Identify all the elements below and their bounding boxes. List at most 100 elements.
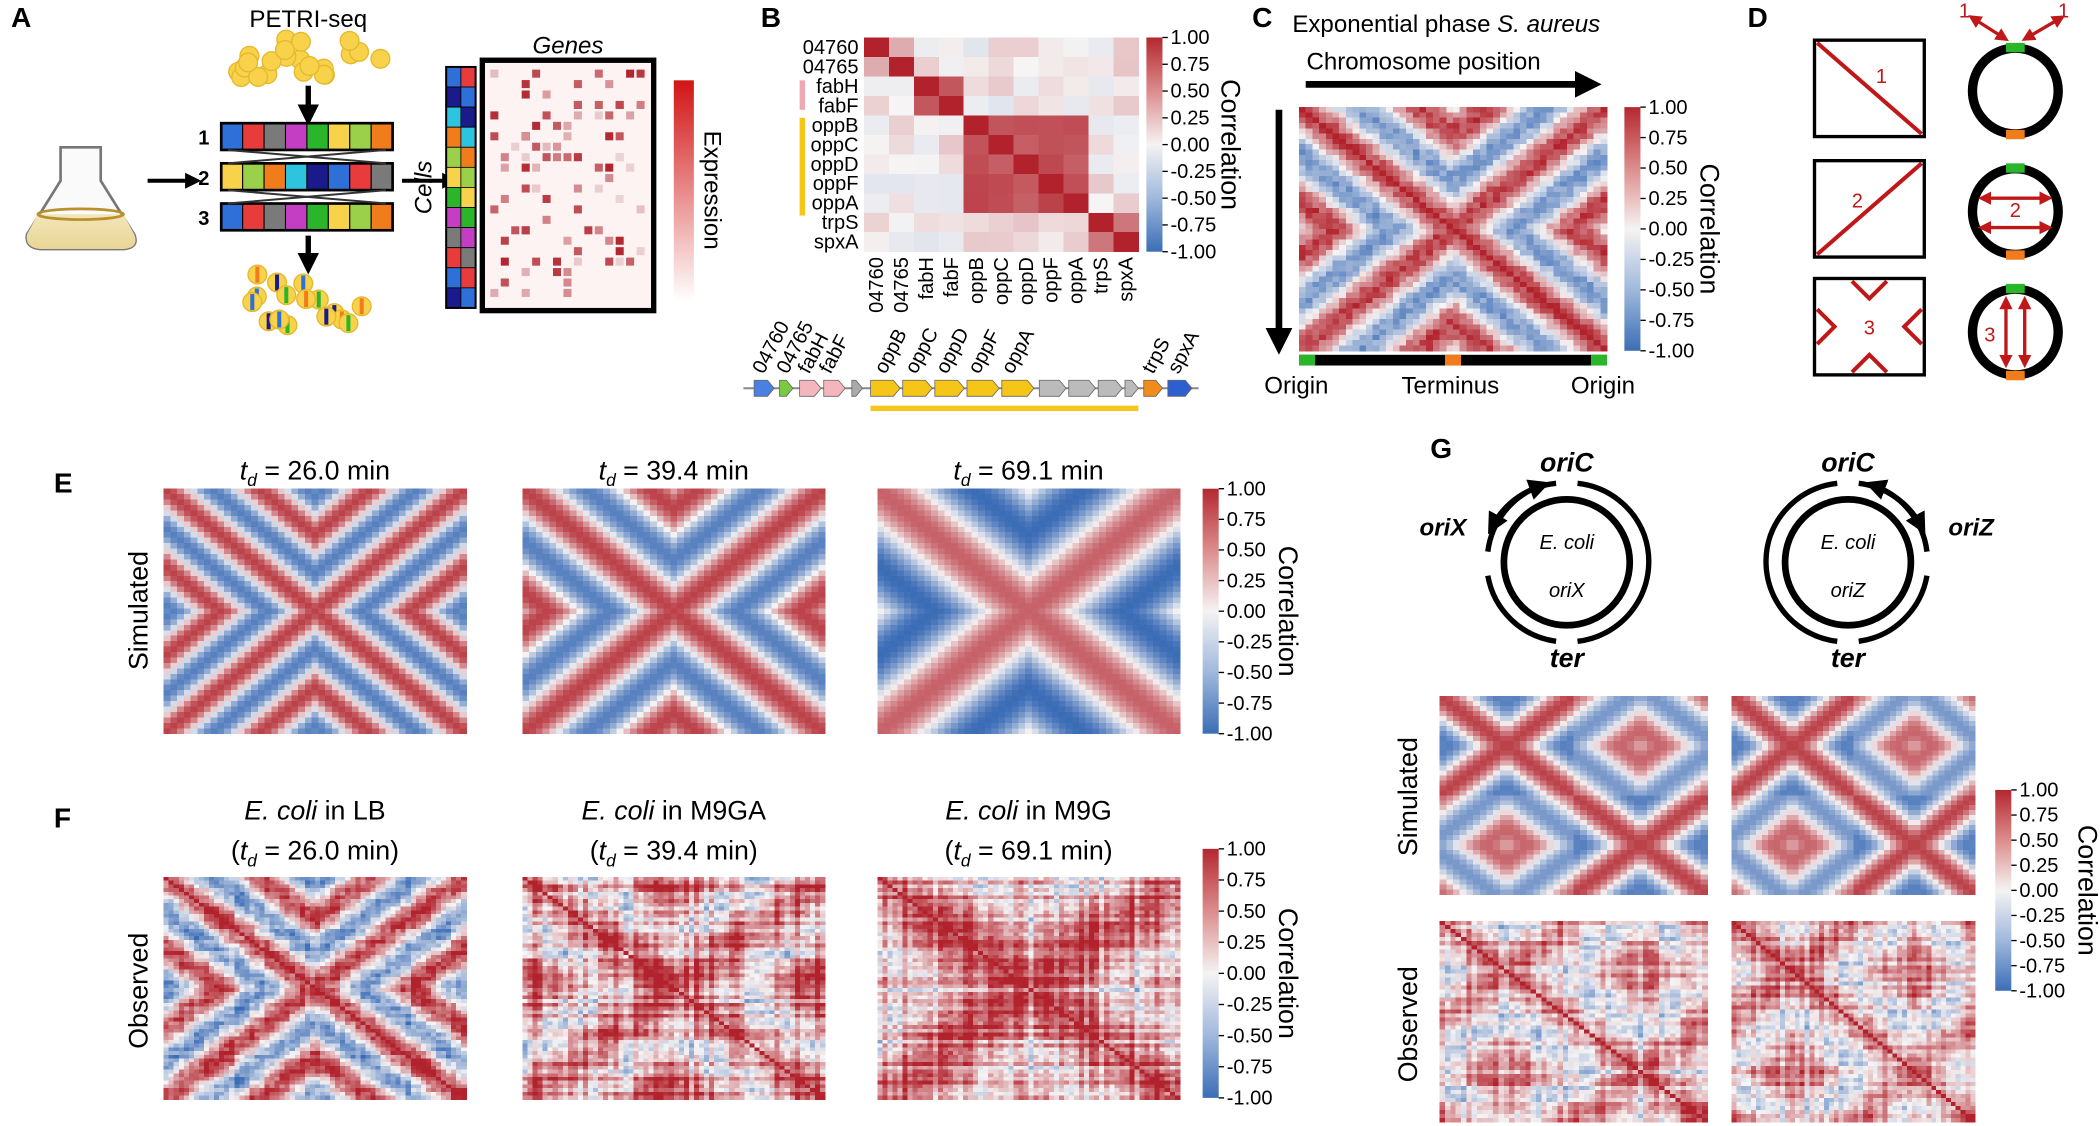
cell — [338, 728, 345, 734]
cell — [318, 510, 325, 516]
cell — [406, 510, 413, 516]
cell — [244, 652, 251, 658]
cell — [325, 892, 331, 896]
cell — [453, 728, 460, 734]
cell — [419, 576, 426, 582]
panel-g-circles — [1488, 483, 1927, 641]
cell — [1446, 208, 1453, 214]
cell — [335, 884, 341, 888]
cell — [1493, 250, 1500, 256]
cell — [184, 510, 191, 516]
cell — [1446, 213, 1453, 219]
cell — [1527, 266, 1534, 272]
cell — [1393, 303, 1400, 309]
cell — [1594, 224, 1601, 230]
cell — [1039, 57, 1064, 77]
cell — [191, 663, 198, 669]
cell — [1440, 218, 1447, 224]
cell — [1440, 335, 1447, 341]
cell — [1433, 340, 1440, 346]
cell — [406, 717, 413, 723]
cell — [1533, 128, 1540, 134]
cell — [1088, 37, 1113, 57]
cell — [1493, 165, 1500, 171]
cell — [1574, 261, 1581, 267]
cell — [1379, 128, 1386, 134]
cell — [419, 592, 426, 598]
cell — [399, 630, 406, 636]
cell — [1486, 181, 1493, 187]
cell — [1326, 144, 1333, 150]
cell — [231, 608, 238, 614]
cell — [1386, 224, 1393, 230]
cell — [224, 706, 231, 712]
cell — [372, 500, 379, 506]
cell — [1326, 293, 1333, 299]
cell — [419, 668, 426, 674]
cell — [1420, 107, 1427, 113]
cell — [456, 881, 462, 885]
cell — [1486, 123, 1493, 129]
cell — [169, 888, 175, 892]
cell — [386, 723, 393, 729]
bacterium — [340, 32, 359, 51]
cell — [164, 706, 171, 712]
cell — [359, 619, 366, 625]
cell — [419, 538, 426, 544]
expression-bar — [674, 80, 694, 301]
cell — [1480, 335, 1487, 341]
cell — [244, 636, 251, 642]
cell — [1039, 76, 1064, 96]
cell — [184, 576, 191, 582]
cell — [1473, 155, 1480, 161]
cell — [204, 895, 210, 899]
cell — [1426, 282, 1433, 288]
cell — [238, 685, 245, 691]
cell — [392, 489, 399, 495]
expression-cell — [616, 153, 624, 161]
cell — [164, 895, 170, 899]
cell — [412, 598, 419, 604]
cell — [211, 543, 218, 549]
cell — [312, 549, 319, 555]
cell — [1426, 345, 1433, 351]
cell — [1113, 135, 1138, 155]
cell — [305, 581, 312, 587]
cell — [251, 728, 258, 734]
cell — [285, 581, 292, 587]
cell — [1359, 303, 1366, 309]
cell — [406, 500, 413, 506]
cell — [231, 527, 238, 533]
cell — [433, 619, 440, 625]
cell — [1453, 128, 1460, 134]
cell — [1413, 118, 1420, 124]
expression-cell — [532, 258, 540, 266]
cell — [446, 510, 453, 516]
cell — [298, 608, 305, 614]
cell — [211, 521, 218, 527]
cell — [1560, 255, 1567, 261]
cell — [1527, 134, 1534, 140]
cell — [1540, 345, 1547, 351]
cell — [238, 549, 245, 555]
cell — [290, 881, 296, 885]
cell — [305, 598, 312, 604]
cell — [332, 521, 339, 527]
expression-cell — [563, 122, 571, 130]
cell — [379, 603, 386, 609]
cell — [386, 570, 393, 576]
cell — [392, 636, 399, 642]
cell — [298, 516, 305, 522]
cell — [271, 668, 278, 674]
expression-cell — [605, 111, 613, 119]
schematic-number: 2 — [1852, 191, 1863, 213]
cell — [1466, 134, 1473, 140]
cell — [426, 696, 433, 702]
cell — [285, 679, 292, 685]
cell — [1520, 282, 1527, 288]
cell — [1359, 218, 1366, 224]
cell — [1393, 192, 1400, 198]
cell — [1379, 229, 1386, 235]
cell — [1346, 218, 1353, 224]
cell — [1299, 149, 1306, 155]
